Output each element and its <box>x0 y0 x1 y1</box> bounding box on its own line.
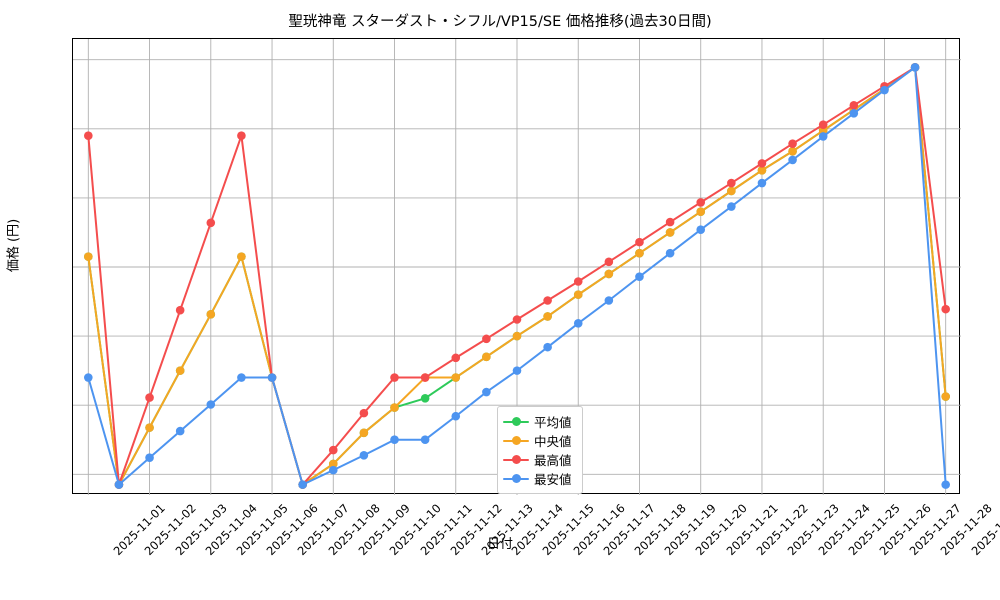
data-point <box>512 331 522 341</box>
data-point <box>206 310 216 319</box>
legend-swatch-icon <box>503 453 529 467</box>
data-point <box>267 373 277 382</box>
data-point <box>727 186 736 196</box>
legend-item[interactable]: 平均値 <box>503 412 576 431</box>
data-point <box>84 373 93 382</box>
data-point <box>390 435 399 445</box>
data-point <box>543 342 552 352</box>
data-point <box>145 423 154 432</box>
data-point <box>696 207 706 217</box>
gridlines <box>73 39 961 495</box>
data-point <box>512 315 522 324</box>
data-point <box>237 373 246 382</box>
data-point <box>788 146 797 156</box>
data-point <box>420 373 430 382</box>
legend-item[interactable]: 中央値 <box>503 431 576 450</box>
data-point <box>328 465 338 475</box>
data-point <box>849 108 859 118</box>
data-point <box>237 252 246 261</box>
data-point <box>757 178 767 188</box>
legend-item[interactable]: 最安値 <box>503 469 576 488</box>
data-point <box>145 453 154 462</box>
page-title: 聖珖神竜 スターダスト・シフル/VP15/SE 価格推移(過去30日間) <box>288 14 712 30</box>
data-point <box>696 225 706 234</box>
data-point <box>665 228 675 237</box>
data-point <box>512 366 522 375</box>
data-point <box>604 257 614 267</box>
data-point <box>604 269 614 279</box>
plot-canvas <box>73 39 961 495</box>
data-point <box>818 132 828 141</box>
legend-label: 最高値 <box>534 453 572 468</box>
legend-label: 最安値 <box>534 472 572 487</box>
data-point <box>788 139 797 148</box>
data-point <box>635 237 644 247</box>
data-point <box>482 334 491 344</box>
legend-label: 平均値 <box>534 415 572 430</box>
legend-label: 中央値 <box>534 434 572 449</box>
data-point <box>573 319 583 328</box>
data-point <box>635 272 644 281</box>
data-point <box>237 131 246 141</box>
data-point <box>84 252 93 261</box>
data-point <box>818 120 828 129</box>
data-point <box>451 411 461 421</box>
data-point <box>298 480 307 489</box>
x-axis-label: 日付 <box>486 537 513 552</box>
data-point <box>665 217 675 227</box>
data-point <box>573 277 583 286</box>
series-layer <box>84 63 950 489</box>
data-point <box>206 400 216 409</box>
data-point <box>84 131 93 141</box>
data-point <box>206 218 216 228</box>
legend-swatch-icon <box>503 472 529 486</box>
data-point <box>390 373 399 382</box>
data-point <box>757 165 767 175</box>
legend-item[interactable]: 最高値 <box>503 450 576 469</box>
data-point <box>910 63 920 72</box>
data-point <box>175 305 185 315</box>
data-point <box>175 366 185 375</box>
data-point <box>727 178 736 188</box>
data-point <box>451 353 461 363</box>
y-axis-label: 価格 (円) <box>6 218 22 273</box>
data-point <box>359 428 369 438</box>
data-point <box>849 101 859 110</box>
data-point <box>482 387 491 397</box>
data-point <box>604 296 614 305</box>
data-point <box>635 248 644 258</box>
data-point <box>359 408 369 418</box>
data-point <box>880 85 889 95</box>
data-point <box>482 352 491 362</box>
data-point <box>451 373 461 382</box>
data-point <box>941 480 950 489</box>
data-point <box>420 435 430 445</box>
chart-legend: 平均値中央値最高値最安値 <box>497 406 583 494</box>
data-point <box>543 296 552 305</box>
data-point <box>175 426 185 436</box>
data-point <box>328 445 338 455</box>
data-point <box>941 304 950 314</box>
data-point <box>145 393 154 402</box>
legend-swatch-icon <box>503 415 529 429</box>
data-point <box>665 248 675 258</box>
data-point <box>328 459 338 469</box>
data-point <box>543 312 552 321</box>
data-point <box>390 403 399 412</box>
data-point <box>941 392 950 401</box>
legend-swatch-icon <box>503 434 529 448</box>
data-point <box>573 290 583 299</box>
data-point <box>420 393 430 403</box>
data-point <box>114 480 124 489</box>
data-point <box>359 450 369 460</box>
data-point <box>727 202 736 211</box>
data-point <box>788 155 797 165</box>
data-point <box>696 198 706 207</box>
data-point <box>757 159 767 168</box>
